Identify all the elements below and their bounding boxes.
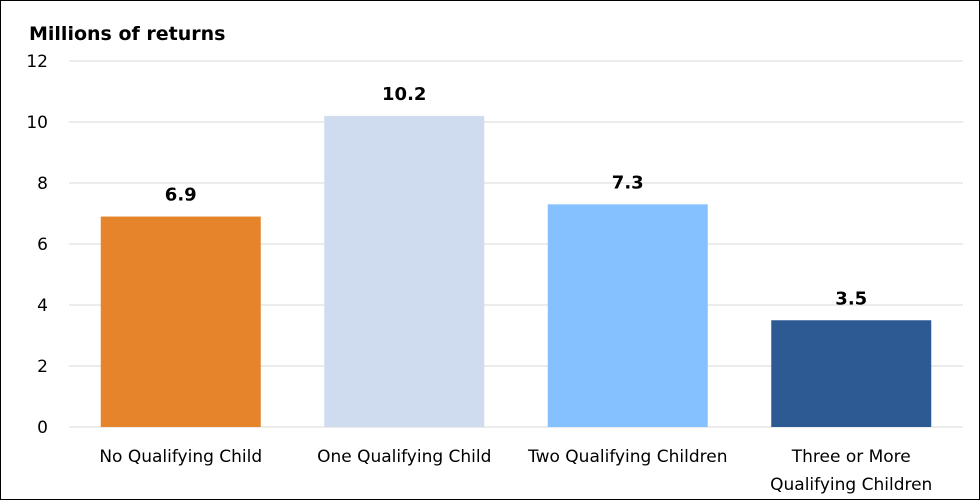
y-axis-ticks: 0 2 4 6 8 10 12 (26, 52, 48, 438)
y-tick-label: 10 (26, 113, 48, 133)
bar-1 (100, 216, 261, 427)
data-label-2: 10.2 (382, 84, 426, 105)
data-label-4: 3.5 (835, 288, 867, 309)
y-tick-label: 2 (37, 357, 48, 377)
category-label: Three or More (791, 447, 911, 467)
category-label: Qualifying Children (770, 475, 932, 495)
category-label: Two Qualifying Children (527, 447, 727, 467)
category-label: No Qualifying Child (99, 447, 262, 467)
y-axis-title: Millions of returns (29, 23, 225, 45)
category-labels: No Qualifying Child One Qualifying Child T… (99, 447, 932, 495)
data-label-1: 6.9 (165, 185, 197, 206)
bar-2 (324, 115, 485, 428)
y-tick-label: 4 (37, 296, 48, 316)
y-tick-label: 8 (37, 174, 48, 194)
y-tick-label: 12 (26, 52, 48, 72)
category-label: One Qualifying Child (317, 447, 491, 467)
bar-3 (547, 204, 708, 427)
bar-4 (771, 320, 932, 427)
y-tick-label: 0 (37, 418, 48, 438)
data-labels: 6.9 10.2 7.3 3.5 (165, 84, 867, 309)
y-tick-label: 6 (37, 235, 48, 255)
data-label-3: 7.3 (612, 172, 644, 193)
bars (100, 115, 932, 428)
